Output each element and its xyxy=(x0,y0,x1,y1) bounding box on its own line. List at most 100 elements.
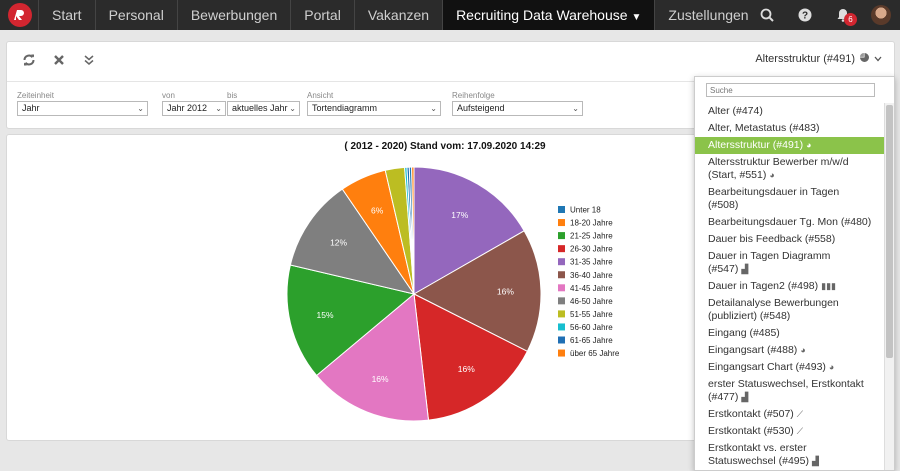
dropdown-item[interactable]: Altersstruktur (#491) ◕ xyxy=(695,137,885,154)
view-selector[interactable]: Altersstruktur (#491) xyxy=(755,53,882,65)
dropdown-item[interactable]: Eingang (#485) xyxy=(695,325,885,342)
logo-icon xyxy=(14,10,24,20)
dropdown-list: Alter (#474) Alter, Metastatus (#483) Alte… xyxy=(695,103,885,470)
legend-label[interactable]: 56-60 Jahre xyxy=(570,323,613,332)
legend-label[interactable]: 36-40 Jahre xyxy=(570,271,613,280)
zeiteinheit-select[interactable]: Jahr ⌄ xyxy=(17,101,148,116)
pie-slice[interactable] xyxy=(289,188,416,295)
legend-label[interactable]: über 65 Jahre xyxy=(570,349,620,358)
dropdown-item[interactable]: Alter, Metastatus (#483) xyxy=(695,120,885,137)
von-label: von xyxy=(162,91,175,100)
bis-select[interactable]: aktuelles Jahr ⌄ xyxy=(227,101,300,116)
bis-label: bis xyxy=(227,91,238,100)
scrollbar[interactable] xyxy=(884,103,894,470)
legend-label[interactable]: 41-45 Jahre xyxy=(570,284,613,293)
dropdown-item[interactable]: Eingangsart Chart (#493) ◕ xyxy=(695,359,885,376)
notifications-bell-icon[interactable]: 6 xyxy=(824,0,862,30)
dropdown-item[interactable]: Altersstruktur Bewerber m/w/d (Start, #5… xyxy=(695,154,885,184)
zeiteinheit-label: Zeiteinheit xyxy=(17,91,54,100)
legend-swatch xyxy=(558,271,565,279)
ansicht-field: Ansicht Tortendiagramm ⌄ xyxy=(307,91,441,116)
reihenfolge-value: Aufsteigend xyxy=(457,103,505,113)
nav-vakanzen[interactable]: Vakanzen xyxy=(353,0,442,30)
pie-icon: ◕ xyxy=(769,170,775,180)
dropdown-item[interactable]: Erstkontakt (#530) ⟋ xyxy=(695,423,885,440)
dropdown-item[interactable]: Bearbeitungsdauer in Tagen (#508) xyxy=(695,184,885,214)
close-icon[interactable] xyxy=(51,52,67,68)
legend-swatch xyxy=(558,258,565,266)
chart-title: ( 2012 - 2020) Stand vom: 17.09.2020 14:… xyxy=(344,141,546,152)
chevron-down-icon: ▼ xyxy=(631,12,642,23)
reihenfolge-label: Reihenfolge xyxy=(452,91,495,100)
von-select[interactable]: Jahr 2012 ⌄ xyxy=(162,101,226,116)
pie-slice[interactable] xyxy=(412,230,542,352)
dropdown-item-label: Alter (#474) xyxy=(708,105,763,117)
pie-slice[interactable] xyxy=(413,166,525,295)
dropdown-item[interactable]: Dauer in Tagen Diagramm (#547) ▟ xyxy=(695,248,885,278)
help-icon[interactable]: ? xyxy=(786,0,824,30)
double-chevron-down-icon[interactable] xyxy=(81,52,97,68)
nav-zustellungen[interactable]: Zustellungen xyxy=(654,0,761,30)
dropdown-item[interactable]: Erstkontakt vs. erster Statuswechsel (#4… xyxy=(695,440,885,470)
notification-badge: 6 xyxy=(844,13,857,26)
legend-swatch xyxy=(558,232,565,240)
line-icon: ⟋ xyxy=(796,426,804,436)
pie-icon: ◕ xyxy=(828,362,835,372)
chevron-down-icon: ⌄ xyxy=(430,104,437,113)
nav-recruiting-label: Recruiting Data Warehouse xyxy=(456,7,628,23)
bar-icon: ▮▮▮ xyxy=(821,281,836,291)
legend-label[interactable]: Unter 18 xyxy=(570,206,601,215)
dropdown-item[interactable]: Bearbeitungsdauer Tg. Mon (#480) xyxy=(695,214,885,231)
dropdown-item[interactable]: Dauer in Tagen2 (#498) ▮▮▮ xyxy=(695,278,885,295)
nav-start[interactable]: Start xyxy=(38,0,95,30)
von-value: Jahr 2012 xyxy=(167,103,208,113)
area-icon: ▟ xyxy=(811,456,819,466)
pie-slice[interactable] xyxy=(413,293,529,421)
reihenfolge-select[interactable]: Aufsteigend ⌄ xyxy=(452,101,583,116)
refresh-icon[interactable] xyxy=(21,52,37,68)
dropdown-item[interactable]: Alter (#474) xyxy=(695,103,885,120)
pie-slice[interactable] xyxy=(286,264,416,377)
app-logo[interactable] xyxy=(8,3,32,27)
ansicht-select[interactable]: Tortendiagramm ⌄ xyxy=(307,101,441,116)
pie-slice-label: 16% xyxy=(458,364,475,374)
legend-label[interactable]: 26-30 Jahre xyxy=(570,245,613,254)
search-icon[interactable] xyxy=(748,0,786,30)
legend-label[interactable]: 31-35 Jahre xyxy=(570,258,613,267)
pie-slice-label: 16% xyxy=(497,287,514,297)
legend-label[interactable]: 46-50 Jahre xyxy=(570,297,613,306)
dropdown-item[interactable]: Detailanalyse Bewerbungen (publiziert) (… xyxy=(695,295,885,325)
nav-personal[interactable]: Personal xyxy=(94,0,177,30)
dropdown-item[interactable]: Eingangsart (#488) ◕ xyxy=(695,342,885,359)
pie-slice[interactable] xyxy=(411,166,415,295)
dropdown-item[interactable]: erster Statuswechsel, Erstkontakt (#477)… xyxy=(695,376,885,406)
pie-slice[interactable] xyxy=(315,293,430,422)
chevron-down-icon xyxy=(874,53,882,65)
nav-portal[interactable]: Portal xyxy=(290,0,354,30)
dropdown-item-label: Bearbeitungsdauer Tg. Mon (#480) xyxy=(708,216,872,228)
legend-label[interactable]: 61-65 Jahre xyxy=(570,336,613,345)
dropdown-item[interactable]: Dauer bis Feedback (#558) xyxy=(695,231,885,248)
scrollbar-thumb[interactable] xyxy=(886,105,893,358)
divider xyxy=(7,81,894,82)
legend-label[interactable]: 18-20 Jahre xyxy=(570,219,613,228)
dropdown-item-label: Bearbeitungsdauer in Tagen (#508) xyxy=(708,186,840,211)
dropdown-search-input[interactable] xyxy=(706,83,875,97)
nav-bewerbungen[interactable]: Bewerbungen xyxy=(176,0,290,30)
legend-label[interactable]: 51-55 Jahre xyxy=(570,310,613,319)
chevron-down-icon: ⌄ xyxy=(215,104,222,113)
chevron-down-icon: ⌄ xyxy=(137,104,144,113)
nav-recruiting-data-warehouse[interactable]: Recruiting Data Warehouse ▼ xyxy=(442,0,655,30)
zeiteinheit-field: Zeiteinheit Jahr ⌄ xyxy=(17,91,148,116)
area-icon: ▟ xyxy=(741,264,749,274)
dropdown-item[interactable]: Erstkontakt (#507) ⟋ xyxy=(695,406,885,423)
reihenfolge-field: Reihenfolge Aufsteigend ⌄ xyxy=(452,91,583,116)
dropdown-item-label: Altersstruktur (#491) xyxy=(708,139,804,151)
legend-label[interactable]: 21-25 Jahre xyxy=(570,232,613,241)
bis-field: bis aktuelles Jahr ⌄ xyxy=(227,91,300,116)
legend-swatch xyxy=(558,284,565,292)
dropdown-item-label: Alter, Metastatus (#483) xyxy=(708,122,820,134)
user-menu[interactable] xyxy=(862,0,900,30)
pie-slice-label: 16% xyxy=(372,374,389,384)
